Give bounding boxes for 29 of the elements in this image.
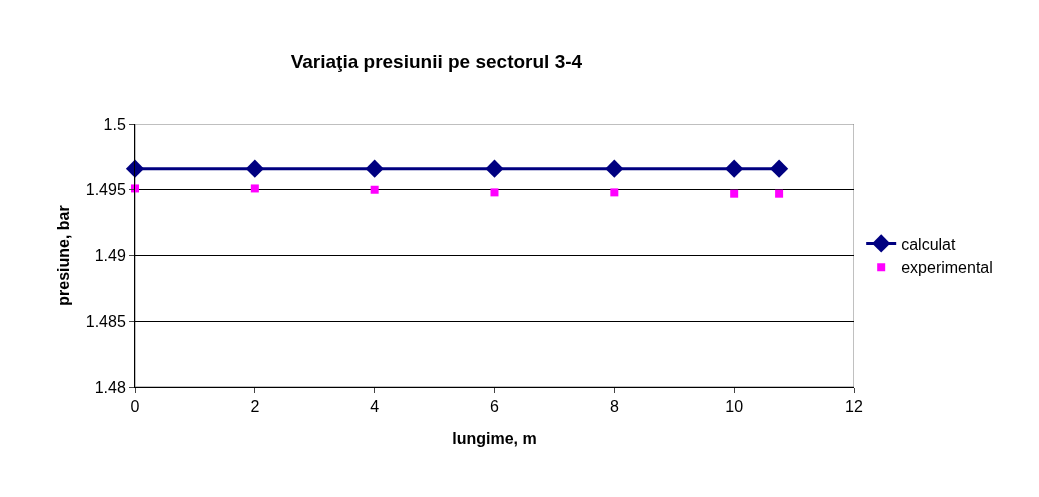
x-axis-title: lungime, m (452, 429, 537, 447)
y-tick-label: 1.485 (85, 312, 126, 330)
point (370, 185, 379, 194)
y-tick-label: 1.49 (94, 247, 126, 265)
point (490, 188, 499, 197)
point (605, 159, 624, 178)
x-tick-label: 8 (609, 398, 619, 416)
legend-label: calculat (901, 235, 956, 253)
point (610, 188, 619, 197)
point (245, 159, 264, 178)
point (770, 159, 789, 178)
chart-title: Variaţia presiunii pe sectorul 3-4 (290, 50, 583, 72)
y-tick-label: 1.5 (103, 115, 126, 133)
x-tick-label: 10 (725, 398, 744, 416)
x-tick-label: 4 (370, 398, 380, 416)
x-tick-label: 12 (845, 398, 863, 416)
legend-label: experimental (901, 259, 993, 277)
x-tick-label: 2 (250, 398, 260, 416)
point (250, 184, 259, 193)
point (485, 159, 504, 178)
point (365, 159, 384, 178)
x-tick-label: 0 (130, 398, 140, 416)
point (730, 189, 739, 198)
y-tick-label: 1.495 (85, 181, 126, 199)
point (725, 159, 744, 178)
x-tick-label: 6 (490, 398, 500, 416)
point (775, 189, 784, 198)
y-axis-title: presiune, bar (54, 205, 72, 306)
y-tick-label: 1.48 (94, 378, 126, 396)
